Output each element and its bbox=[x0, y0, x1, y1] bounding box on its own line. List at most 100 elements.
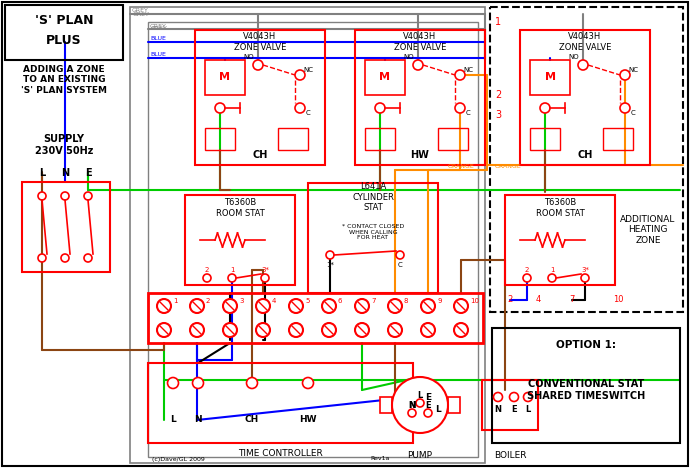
Text: 1*: 1* bbox=[326, 262, 334, 268]
Bar bbox=[365, 128, 395, 150]
Text: N: N bbox=[61, 168, 69, 178]
Bar bbox=[205, 128, 235, 150]
Text: T6360B
ROOM STAT: T6360B ROOM STAT bbox=[535, 198, 584, 218]
Bar bbox=[195, 30, 325, 165]
Circle shape bbox=[61, 192, 69, 200]
Text: M: M bbox=[380, 72, 391, 82]
Text: (c)Dave/GL 2009: (c)Dave/GL 2009 bbox=[152, 456, 205, 461]
Text: ADDING A ZONE
TO AN EXISTING
'S' PLAN SYSTEM: ADDING A ZONE TO AN EXISTING 'S' PLAN SY… bbox=[21, 65, 107, 95]
Bar bbox=[482, 380, 538, 430]
Text: NC: NC bbox=[303, 67, 313, 73]
Text: 1: 1 bbox=[173, 298, 177, 304]
Bar bbox=[520, 30, 650, 165]
Bar bbox=[148, 293, 483, 343]
Bar bbox=[530, 60, 570, 95]
Text: BOILER: BOILER bbox=[494, 451, 526, 460]
Circle shape bbox=[256, 323, 270, 337]
Circle shape bbox=[620, 70, 630, 80]
Text: NO: NO bbox=[404, 54, 414, 60]
Text: BLUE: BLUE bbox=[150, 52, 166, 58]
Circle shape bbox=[190, 323, 204, 337]
Circle shape bbox=[396, 251, 404, 259]
Circle shape bbox=[493, 393, 502, 402]
Circle shape bbox=[289, 323, 303, 337]
Circle shape bbox=[326, 251, 334, 259]
Text: 2: 2 bbox=[507, 295, 513, 305]
Text: L: L bbox=[435, 405, 441, 415]
Circle shape bbox=[548, 274, 556, 282]
Text: CH: CH bbox=[245, 416, 259, 424]
Circle shape bbox=[540, 103, 550, 113]
Circle shape bbox=[157, 323, 171, 337]
Circle shape bbox=[620, 103, 630, 113]
Text: GREY: GREY bbox=[133, 12, 150, 16]
Text: OPTION 1:: OPTION 1: bbox=[556, 340, 616, 350]
Text: BLUE: BLUE bbox=[150, 37, 166, 42]
Text: PUMP: PUMP bbox=[408, 451, 433, 460]
Text: L641A
CYLINDER
STAT: L641A CYLINDER STAT bbox=[352, 182, 394, 212]
Circle shape bbox=[295, 103, 305, 113]
Bar bbox=[365, 60, 405, 95]
Circle shape bbox=[421, 323, 435, 337]
Text: N: N bbox=[194, 416, 201, 424]
Text: ORANGE: ORANGE bbox=[448, 164, 475, 169]
Circle shape bbox=[454, 323, 468, 337]
Bar bbox=[603, 128, 633, 150]
Text: M: M bbox=[219, 72, 230, 82]
Circle shape bbox=[523, 274, 531, 282]
Text: 1: 1 bbox=[495, 17, 501, 27]
Text: 3: 3 bbox=[239, 298, 244, 304]
Bar bbox=[505, 195, 615, 285]
Text: 7: 7 bbox=[371, 298, 375, 304]
Text: L: L bbox=[170, 416, 176, 424]
Circle shape bbox=[424, 409, 432, 417]
Circle shape bbox=[392, 377, 448, 433]
Text: ADDITIONAL
HEATING
ZONE: ADDITIONAL HEATING ZONE bbox=[620, 215, 676, 245]
Circle shape bbox=[61, 254, 69, 262]
Text: * CONTACT CLOSED
WHEN CALLING
FOR HEAT: * CONTACT CLOSED WHEN CALLING FOR HEAT bbox=[342, 224, 404, 240]
Text: GREY: GREY bbox=[132, 8, 149, 14]
Circle shape bbox=[203, 274, 211, 282]
Text: L: L bbox=[417, 390, 422, 400]
Circle shape bbox=[253, 60, 263, 70]
Text: 2: 2 bbox=[525, 267, 529, 273]
Circle shape bbox=[413, 60, 423, 70]
Circle shape bbox=[355, 299, 369, 313]
Text: 3*: 3* bbox=[261, 267, 269, 273]
Text: NC: NC bbox=[463, 67, 473, 73]
Bar bbox=[490, 7, 683, 312]
Text: 4: 4 bbox=[535, 295, 541, 305]
Circle shape bbox=[388, 323, 402, 337]
Circle shape bbox=[375, 103, 385, 113]
Circle shape bbox=[322, 299, 336, 313]
Text: 9: 9 bbox=[437, 298, 442, 304]
Circle shape bbox=[408, 409, 416, 417]
Text: HW: HW bbox=[411, 150, 429, 160]
Bar bbox=[130, 7, 485, 463]
Circle shape bbox=[302, 378, 313, 388]
Bar bbox=[185, 195, 295, 285]
Text: NO: NO bbox=[569, 54, 580, 60]
Text: 3*: 3* bbox=[581, 267, 589, 273]
Circle shape bbox=[84, 254, 92, 262]
Circle shape bbox=[416, 399, 424, 407]
Text: 2: 2 bbox=[495, 90, 501, 100]
Text: 10: 10 bbox=[613, 295, 623, 305]
Bar bbox=[278, 128, 308, 150]
Circle shape bbox=[295, 70, 305, 80]
Text: 'S' PLAN: 'S' PLAN bbox=[34, 15, 93, 28]
Text: E: E bbox=[85, 168, 91, 178]
Bar bbox=[530, 128, 560, 150]
Text: E: E bbox=[425, 401, 431, 410]
Text: M: M bbox=[544, 72, 555, 82]
Text: HW: HW bbox=[299, 416, 317, 424]
Text: 4: 4 bbox=[272, 298, 277, 304]
Circle shape bbox=[578, 60, 588, 70]
Text: 2: 2 bbox=[206, 298, 210, 304]
Text: 2: 2 bbox=[205, 267, 209, 273]
Text: GREY: GREY bbox=[151, 27, 168, 31]
Circle shape bbox=[388, 299, 402, 313]
Bar bbox=[205, 60, 245, 95]
Bar bbox=[22, 182, 110, 272]
Text: C: C bbox=[397, 262, 402, 268]
